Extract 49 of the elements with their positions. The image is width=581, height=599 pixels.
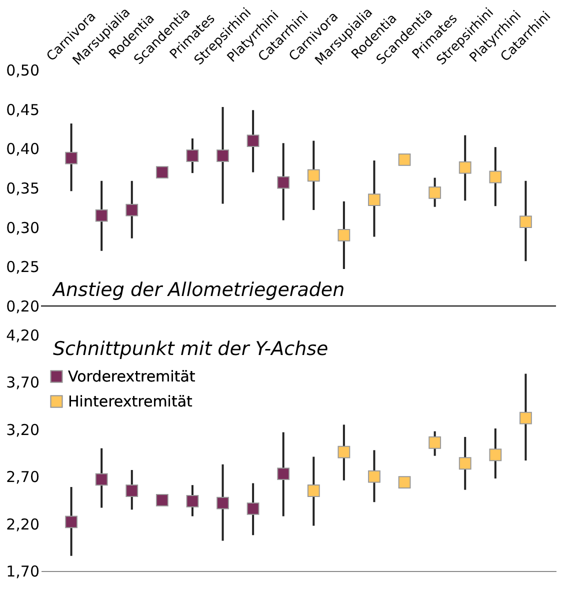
y-tick-label: 0,30 bbox=[6, 218, 40, 237]
point bbox=[428, 436, 442, 449]
y-tick-label: 0,35 bbox=[6, 180, 40, 198]
point bbox=[126, 204, 138, 216]
point bbox=[307, 484, 320, 497]
point bbox=[277, 176, 290, 189]
y-tick-label: 0,25 bbox=[6, 258, 40, 276]
y-tick-label: 0,45 bbox=[6, 100, 40, 119]
point bbox=[246, 502, 260, 515]
y-tick-label: 2,70 bbox=[6, 468, 40, 486]
point bbox=[368, 470, 380, 483]
point bbox=[338, 446, 350, 458]
legend-label: Vorderextremität bbox=[68, 368, 196, 386]
point bbox=[368, 194, 380, 206]
point bbox=[216, 150, 229, 162]
text: Anstieg der Allometriegeraden bbox=[51, 279, 345, 301]
point bbox=[246, 134, 260, 147]
point bbox=[458, 161, 472, 174]
point bbox=[277, 468, 290, 480]
point bbox=[95, 473, 108, 486]
y-tick-label: 0,20 bbox=[6, 298, 40, 316]
point bbox=[338, 229, 350, 242]
point bbox=[458, 457, 472, 470]
point bbox=[156, 494, 168, 506]
point bbox=[65, 516, 78, 528]
point bbox=[489, 448, 502, 462]
chart-title: Schnittpunkt mit der Y-Achse bbox=[53, 338, 328, 360]
point bbox=[186, 494, 199, 508]
point bbox=[65, 152, 78, 164]
point bbox=[520, 216, 532, 228]
point bbox=[520, 412, 532, 424]
y-tick-label: 0,50 bbox=[6, 62, 40, 80]
point bbox=[186, 150, 199, 162]
y-tick-label: 2,20 bbox=[6, 515, 40, 534]
y-tick-label: 3,70 bbox=[6, 374, 40, 392]
point bbox=[489, 170, 502, 184]
y-tick-label: 3,20 bbox=[6, 420, 40, 439]
point bbox=[95, 209, 108, 222]
point bbox=[156, 166, 168, 178]
y-tick-label: 4,20 bbox=[6, 326, 40, 344]
y-tick-label: 1,70 bbox=[6, 562, 40, 580]
point bbox=[428, 186, 442, 199]
y-tick-label: 0,40 bbox=[6, 140, 40, 158]
point bbox=[126, 484, 138, 497]
point bbox=[398, 153, 411, 166]
point bbox=[398, 476, 411, 488]
point bbox=[307, 169, 320, 182]
legend-label: Hinterextremität bbox=[68, 392, 193, 410]
point bbox=[216, 496, 229, 510]
